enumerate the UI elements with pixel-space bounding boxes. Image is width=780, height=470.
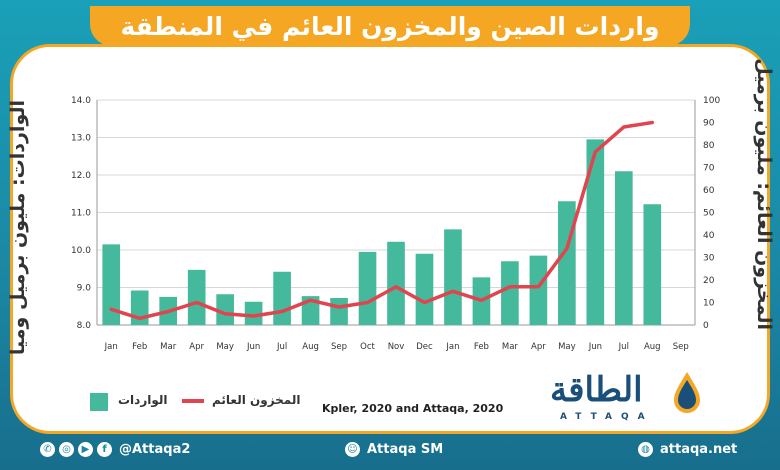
x-tick-label: Aug	[644, 342, 661, 352]
x-tick-label: Aug	[302, 342, 319, 352]
y-right-tick-label: 30	[703, 254, 715, 264]
y-right-tick-label: 90	[703, 119, 715, 129]
globe-icon[interactable]: ◍	[638, 442, 653, 457]
x-tick-label: Nov	[388, 342, 405, 352]
social-handle-text[interactable]: @Attaqa2	[119, 442, 191, 457]
legend-bars-swatch	[90, 393, 108, 411]
website-text[interactable]: attaqa.net	[660, 442, 738, 457]
y-right-tick-label: 100	[703, 96, 720, 106]
whatsapp-icon[interactable]: ✆	[40, 442, 55, 457]
bar	[558, 201, 576, 325]
y-axis-right-title: المخزون العائم: مليون برميل	[753, 58, 775, 330]
x-tick-label: Mar	[160, 342, 177, 352]
bar	[358, 251, 377, 325]
y-left-tick-label: 11.0	[71, 209, 91, 219]
title-banner: واردات الصين والمخزون العائم في المنطقة	[90, 6, 690, 46]
y-right-tick-label: 40	[703, 231, 715, 241]
y-left-tick-label: 12.0	[71, 171, 91, 181]
source-note: Kpler, 2020 and Attaqa, 2020	[322, 402, 504, 415]
bar	[187, 269, 206, 325]
x-tick-label: Apr	[189, 342, 204, 352]
x-tick-label: Sep	[331, 342, 347, 352]
y-left-tick-label: 9.0	[77, 284, 92, 294]
bar	[387, 241, 405, 325]
page-title: واردات الصين والمخزون العائم في المنطقة	[120, 11, 660, 41]
legend-line-swatch	[182, 399, 204, 403]
y-right-tick-label: 80	[703, 141, 715, 151]
y-left-tick-label: 10.0	[71, 246, 91, 256]
bar	[586, 139, 605, 325]
x-tick-label: May	[216, 342, 234, 352]
series-line	[109, 120, 655, 321]
snapchat-icon[interactable]: ☺	[345, 442, 360, 457]
bar	[273, 271, 291, 325]
x-tick-label: Dec	[416, 342, 433, 352]
logo-wordmark: الطاقة	[550, 370, 643, 410]
bar	[643, 204, 662, 325]
website-link: ◍ attaqa.net	[638, 442, 737, 457]
y-left-tick-label: 13.0	[71, 134, 91, 144]
bar	[415, 253, 434, 325]
legend-line-label: المخزون العائم	[212, 393, 301, 407]
bar	[614, 171, 633, 325]
y-axis-left-title: الواردات: مليون برميل وميا	[7, 100, 29, 356]
bar	[330, 298, 348, 325]
logo-subtitle: ATTAQA	[560, 412, 654, 422]
youtube-icon[interactable]: ▶	[78, 442, 93, 457]
bar	[444, 229, 462, 325]
y-right-tick-label: 70	[703, 164, 715, 174]
x-tick-label: Feb	[132, 342, 147, 352]
instagram-icon[interactable]: ◎	[59, 442, 74, 457]
x-tick-label: Jan	[104, 342, 118, 352]
x-tick-label: Sep	[673, 342, 689, 352]
x-tick-label: Oct	[360, 342, 375, 352]
y-left-tick-label: 14.0	[71, 96, 91, 106]
bar	[216, 294, 234, 325]
bar	[244, 301, 263, 325]
x-tick-label: Jul	[618, 342, 629, 352]
x-tick-label: May	[558, 342, 576, 352]
social-handles: ✆ ◎ ▶ f @Attaqa2	[40, 442, 190, 457]
y-right-tick-label: 20	[703, 276, 715, 286]
y-right-tick-label: 0	[703, 321, 709, 331]
logo-drop-icon	[674, 372, 700, 413]
x-tick-label: Jun	[246, 342, 260, 352]
legend-bars-label: الواردات	[118, 393, 168, 407]
y-right-tick-label: 10	[703, 299, 715, 309]
y-left-tick-label: 8.0	[77, 321, 92, 331]
bar	[501, 261, 519, 325]
x-tick-label: Jun	[588, 342, 602, 352]
bar	[102, 244, 121, 325]
snapchat-text[interactable]: Attaqa SM	[367, 442, 444, 457]
x-tick-label: Feb	[474, 342, 489, 352]
bar	[529, 255, 548, 325]
facebook-icon[interactable]: f	[97, 442, 112, 457]
x-tick-label: Jul	[276, 342, 287, 352]
y-right-tick-label: 50	[703, 209, 715, 219]
x-tick-label: Apr	[531, 342, 546, 352]
snapchat-handle: ☺ Attaqa SM	[345, 442, 443, 457]
chart-card	[10, 44, 770, 434]
y-right-tick-label: 60	[703, 186, 715, 196]
x-tick-label: Jan	[445, 342, 459, 352]
footer: ✆ ◎ ▶ f @Attaqa2 ☺ Attaqa SM ◍ attaqa.ne…	[0, 436, 780, 470]
x-tick-label: Mar	[502, 342, 519, 352]
